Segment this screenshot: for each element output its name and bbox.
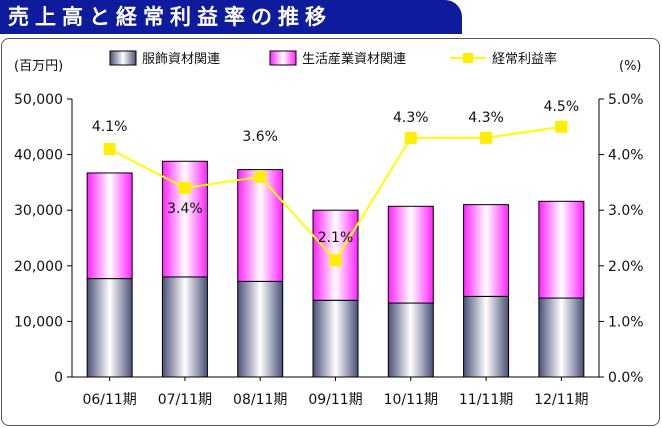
title-bar: 売上高と経常利益率の推移	[0, 0, 462, 34]
ratio-label-6: 4.5%	[544, 99, 580, 115]
bar-industrial-2	[237, 169, 284, 282]
ratio-label-4: 4.3%	[393, 110, 429, 126]
ratio-label-1: 3.4%	[167, 201, 203, 217]
right-axis-ticks: 0.0% 1.0% 2.0% 3.0% 4.0% 5.0%	[599, 92, 644, 386]
right-tick-label: 4.0%	[608, 148, 644, 164]
legend-swatch-bar1	[109, 50, 137, 66]
ratio-marker-3	[329, 254, 342, 267]
bar-industrial-6	[538, 200, 585, 299]
ratio-line-layer: 4.1% 3.4% 3.6% 2.1% 4.3% 4.3% 4.5%	[92, 99, 580, 267]
left-tick-label: 50,000	[14, 92, 63, 108]
legend-label-bar1: 服飾資材関連	[142, 52, 220, 67]
category-label-6: 12/11期	[534, 392, 588, 408]
legend-swatch-bar2	[269, 50, 297, 66]
legend-label-line: 経常利益率	[492, 51, 557, 67]
category-label-2: 08/11期	[233, 392, 287, 408]
ratio-label-2: 3.6%	[242, 129, 278, 145]
category-label-3: 09/11期	[308, 392, 362, 408]
right-tick-label: 1.0%	[608, 314, 644, 330]
left-tick-label: 10,000	[14, 314, 63, 330]
right-axis-unit: (%)	[619, 59, 642, 74]
left-tick-label: 20,000	[14, 259, 63, 275]
bar-apparel-1	[161, 276, 208, 378]
ratio-marker-2	[254, 170, 267, 183]
ratio-label-0: 4.1%	[92, 119, 128, 135]
bar-apparel-5	[463, 295, 510, 378]
legend-marker-line	[463, 53, 473, 63]
ratio-marker-4	[404, 131, 417, 144]
category-label-4: 10/11期	[384, 392, 438, 408]
right-tick-label: 0.0%	[608, 370, 644, 386]
right-tick-label: 2.0%	[608, 259, 644, 275]
category-label-5: 11/11期	[459, 392, 513, 408]
bar-industrial-0	[86, 172, 133, 280]
legend-label-bar2: 生活産業資材関連	[302, 51, 406, 67]
bar-industrial-1	[161, 160, 208, 278]
ratio-label-3: 2.1%	[318, 230, 354, 246]
category-labels: 06/11期 07/11期 08/11期 09/11期 10/11期 11/11期 12/1…	[82, 377, 589, 408]
legend: 服飾資材関連 生活産業資材関連 経常利益率	[109, 50, 557, 67]
ratio-marker-6	[555, 120, 568, 133]
ratio-marker-1	[178, 181, 191, 194]
ratio-marker-0	[103, 143, 116, 156]
bar-industrial-4	[387, 205, 434, 304]
ratio-label-5: 4.3%	[468, 110, 504, 126]
left-axis-unit: (百万円)	[14, 59, 63, 74]
bar-industrial-3	[312, 209, 359, 301]
ratio-marker-5	[480, 131, 493, 144]
left-axis-ticks: 0 10,000 20,000 30,000 40,000 50,000	[14, 92, 72, 386]
category-label-1: 07/11期	[158, 392, 212, 408]
bars	[86, 160, 585, 378]
bar-apparel-6	[538, 297, 585, 378]
bar-industrial-5	[463, 204, 510, 297]
left-tick-label: 0	[54, 370, 63, 386]
left-tick-label: 30,000	[14, 203, 63, 219]
bar-apparel-3	[312, 299, 359, 378]
category-label-0: 06/11期	[82, 392, 136, 408]
left-tick-label: 40,000	[14, 148, 63, 164]
right-tick-label: 3.0%	[608, 203, 644, 219]
bar-apparel-2	[237, 280, 284, 378]
bar-apparel-0	[86, 278, 133, 378]
right-tick-label: 5.0%	[608, 92, 644, 108]
bar-apparel-4	[387, 302, 434, 378]
page-title: 売上高と経常利益率の推移	[8, 5, 332, 29]
